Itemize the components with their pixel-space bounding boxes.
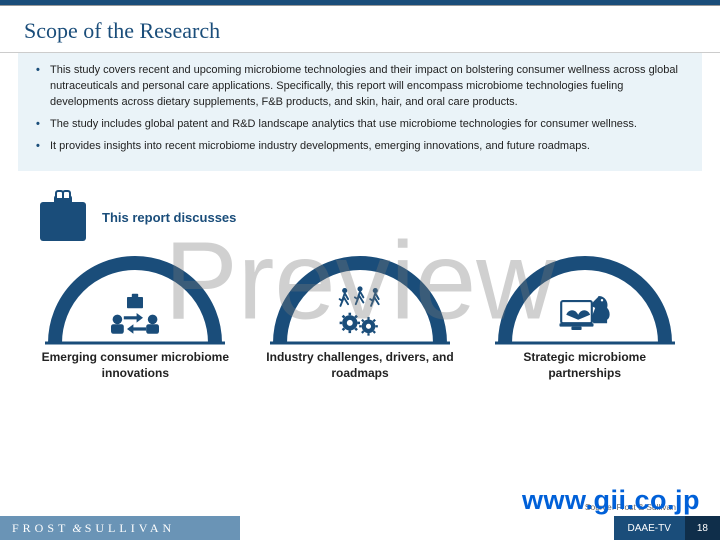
scope-bullets-box: This study covers recent and upcoming mi… — [18, 53, 702, 171]
source-attribution: Source: Frost & Sullivan — [585, 502, 676, 512]
strategy-chess-icon — [559, 296, 609, 330]
page-title: Scope of the Research — [24, 18, 696, 44]
footer-bar: FROST & SULLIVAN DAAE-TV 18 — [0, 516, 720, 540]
arch-label: Strategic microbiome partnerships — [490, 349, 680, 381]
bullet-item: It provides insights into recent microbi… — [36, 139, 684, 155]
brand-ampersand: & — [72, 521, 81, 536]
bullet-item: The study includes global patent and R&D… — [36, 117, 684, 133]
footer-code: DAAE-TV — [614, 516, 685, 540]
scope-bullets-list: This study covers recent and upcoming mi… — [36, 63, 684, 155]
brand-left: FROST — [12, 521, 69, 536]
bullet-item: This study covers recent and upcoming mi… — [36, 63, 684, 111]
footer-page-number: 18 — [685, 516, 720, 540]
arch-graphic — [45, 255, 225, 345]
title-section: Scope of the Research — [0, 6, 720, 53]
discusses-row: This report discusses — [0, 171, 720, 247]
arch-graphic — [270, 255, 450, 345]
brand-right: SULLIVAN — [85, 521, 175, 536]
footer-brand: FROST & SULLIVAN — [0, 516, 240, 540]
gears-running-icon — [340, 286, 379, 335]
arch-graphic — [495, 255, 675, 345]
arch-label: Industry challenges, drivers, and roadma… — [265, 349, 455, 381]
footer-spacer — [240, 516, 614, 540]
discusses-label: This report discusses — [102, 210, 236, 225]
arch-item-partnerships: Strategic microbiome partnerships — [477, 255, 692, 381]
arch-label: Emerging consumer microbiome innovations — [40, 349, 230, 381]
arch-item-innovations: Emerging consumer microbiome innovations — [28, 255, 243, 381]
clipboard-icon — [40, 195, 86, 241]
team-exchange-icon — [111, 293, 159, 333]
arches-row: Emerging consumer microbiome innovations — [0, 247, 720, 381]
arch-item-challenges: Industry challenges, drivers, and roadma… — [253, 255, 468, 381]
